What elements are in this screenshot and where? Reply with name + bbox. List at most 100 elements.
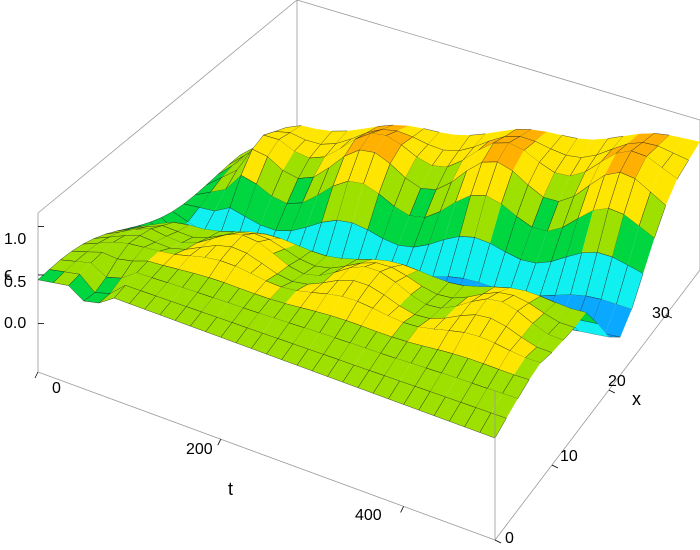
- surface-patch: [491, 393, 518, 419]
- surface-patch: [178, 255, 205, 274]
- surface-patch: [352, 183, 379, 230]
- surface-patch: [330, 296, 358, 321]
- surface-patch: [428, 202, 456, 245]
- surface-patch: [406, 270, 434, 287]
- surface-patch: [566, 138, 593, 158]
- surface-patch: [269, 287, 297, 304]
- surface-patch: [566, 210, 594, 257]
- surface-patch: [336, 128, 363, 144]
- surface-patch: [489, 129, 516, 141]
- z-axis-label: ϵ: [4, 264, 12, 284]
- surface-patch: [407, 326, 434, 346]
- t-tick-label-0: 0: [52, 380, 61, 397]
- surface-patch: [452, 332, 480, 359]
- surface-patch: [475, 388, 503, 413]
- surface-patch: [338, 342, 366, 366]
- surface-patch: [444, 195, 471, 240]
- surface-patch: [338, 266, 365, 281]
- surface-patch: [247, 313, 274, 334]
- surface-patch: [170, 242, 197, 250]
- surface-patch: [475, 298, 503, 319]
- surface-patch: [328, 139, 356, 168]
- surface-patch: [361, 308, 388, 332]
- surface-patch: [224, 266, 251, 289]
- surface-patch: [490, 203, 517, 252]
- surface-patch: [467, 286, 495, 297]
- surface-patch: [616, 264, 644, 310]
- surface-patch: [376, 315, 404, 337]
- surface-patch: [612, 214, 640, 266]
- surface-patch: [282, 151, 310, 179]
- surface-patch: [445, 378, 472, 403]
- surface-patch: [262, 318, 290, 339]
- surface-patch: [216, 302, 244, 323]
- surface-patch: [520, 227, 548, 264]
- surface-patch: [155, 282, 183, 302]
- surface-patch: [429, 306, 457, 319]
- surface-patch: [430, 373, 457, 397]
- surface-patch: [124, 228, 152, 236]
- surface-patch: [351, 126, 378, 139]
- surface-patch: [399, 363, 427, 387]
- surface-patch: [513, 357, 541, 380]
- surface-patch: [147, 251, 175, 266]
- surface-patch: [353, 266, 381, 286]
- surface-patch: [479, 412, 507, 439]
- surface-patch: [497, 142, 524, 171]
- surface-patch: [315, 256, 342, 269]
- surface-patch: [177, 225, 205, 238]
- surface-patch: [315, 293, 343, 316]
- surface-patch: [661, 152, 689, 180]
- surface-patch: [582, 320, 609, 337]
- surface-patch: [262, 253, 289, 274]
- surface-patch: [223, 231, 250, 236]
- surface-patch: [382, 206, 410, 246]
- surface-patch: [360, 259, 388, 264]
- surface-patch: [214, 175, 241, 211]
- z-tick-label-0.5: 0.5: [4, 274, 26, 291]
- surface-patch: [308, 332, 335, 355]
- surface-patch: [305, 129, 332, 145]
- surface-patch: [445, 301, 472, 319]
- surface-patch: [589, 153, 616, 186]
- z-tick-label-1.0: 1.0: [4, 231, 26, 248]
- axis-ticks: [34, 226, 673, 544]
- t-tick-label-400: 400: [355, 507, 382, 524]
- surface-patch: [398, 215, 425, 248]
- surface-patch: [384, 282, 411, 306]
- surface-patch: [246, 241, 274, 264]
- surface-patch: [374, 135, 402, 164]
- surface-patch: [535, 227, 563, 264]
- surface-patch: [466, 143, 494, 171]
- surface-patch: [405, 157, 433, 189]
- x-tick-label-0: 0: [505, 530, 514, 547]
- surface-patch: [422, 276, 449, 295]
- surface-patch: [132, 247, 160, 261]
- surface-patch: [474, 131, 501, 147]
- surface-patch: [512, 150, 540, 185]
- surface-patch: [650, 167, 678, 206]
- surface-patch: [200, 234, 228, 248]
- surface-patch: [581, 208, 609, 253]
- x-tick-20: [608, 389, 616, 394]
- surface-patch: [443, 134, 470, 151]
- surface-patch: [306, 186, 333, 228]
- t-tick-0: [34, 371, 39, 379]
- surface-patch: [221, 155, 249, 178]
- t-tick-label-200: 200: [186, 441, 213, 458]
- surface-patch: [558, 171, 586, 202]
- surface-patch: [474, 195, 502, 244]
- surface-patch: [605, 304, 632, 338]
- t-tick-200: [217, 439, 222, 446]
- surface-patch: [635, 156, 662, 192]
- surface-patch: [336, 181, 364, 223]
- x-tick-30: [665, 314, 673, 319]
- surface-patch: [193, 257, 221, 278]
- surface-patch: [147, 222, 174, 227]
- surface-patch: [521, 323, 549, 347]
- surface-patch: [498, 350, 526, 375]
- surface-patch: [269, 238, 296, 249]
- surface-patch: [102, 242, 129, 259]
- surface-patch: [293, 327, 320, 350]
